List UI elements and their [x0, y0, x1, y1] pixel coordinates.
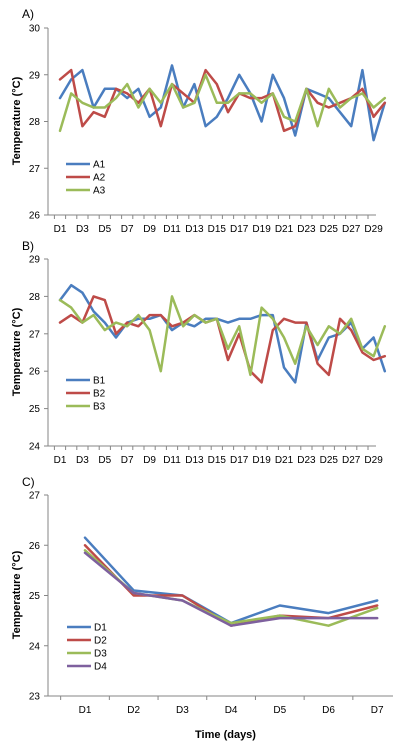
x-tick-label: D5 [98, 224, 111, 235]
x-axis-title: Time (days) [195, 729, 256, 741]
chart-panel-1: A) 26 27 28 29 30 D1 D3 D5 D7 D9 D11 D13 D15 D17 D19 D21… [11, 7, 387, 235]
x-tick-label: D17 [230, 455, 249, 466]
x-tick-label: D1 [79, 705, 92, 716]
y-tick-label: 26 [29, 367, 41, 378]
legend-label-B2: B2 [93, 389, 106, 400]
y-tick-label: 28 [29, 117, 41, 128]
x-tick-label: D29 [364, 224, 383, 235]
series-line-B3 [58, 295, 387, 377]
y-tick-label: 24 [29, 442, 41, 453]
y-tick-label: 29 [29, 255, 41, 266]
x-tick-label: D9 [143, 455, 156, 466]
panel-label: A) [22, 7, 34, 21]
chart-panel-2: B) 24 25 26 27 28 29 D1 D3 D5 D7 D9 D11 D13 D15 D17 D19 D… [11, 239, 387, 466]
x-tick-label: D27 [342, 224, 361, 235]
y-tick-label: 25 [29, 404, 41, 415]
legend-label-A1: A1 [93, 160, 106, 171]
y-tick-label: 27 [29, 164, 41, 175]
series-line-B1 [58, 283, 387, 384]
panel-label: C) [22, 475, 35, 489]
series-line-A1 [58, 64, 387, 142]
x-tick-label: D1 [54, 224, 67, 235]
y-tick-label: 26 [29, 541, 41, 552]
x-tick-label: D6 [322, 705, 335, 716]
series-line-A2 [58, 68, 387, 133]
x-tick-label: D3 [76, 224, 89, 235]
panel-label: B) [22, 239, 34, 253]
x-tick-label: D11 [163, 455, 181, 466]
x-tick-label: D15 [208, 224, 227, 235]
legend-label-D3: D3 [94, 649, 107, 660]
series-line-D4 [83, 551, 379, 627]
x-tick-label: D7 [121, 455, 134, 466]
x-tick-label: D19 [252, 224, 271, 235]
x-tick-label: D11 [163, 224, 181, 235]
x-tick-label: D5 [273, 705, 286, 716]
x-tick-label: D21 [275, 224, 294, 235]
x-tick-label: D29 [364, 455, 383, 466]
y-tick-label: 29 [29, 70, 41, 81]
legend-label-D2: D2 [94, 636, 107, 647]
x-tick-label: D7 [121, 224, 134, 235]
chart-panel-3: C) 23 24 25 26 27 D1 D2 D3 D4 D5 D6 D7 Temperature (°… [11, 475, 393, 741]
series-line-A3 [58, 73, 387, 133]
x-tick-label: D25 [320, 455, 339, 466]
legend-label-B3: B3 [93, 402, 106, 413]
y-tick-label: 24 [29, 641, 41, 652]
x-tick-label: D15 [208, 455, 227, 466]
legend-label-A2: A2 [93, 173, 106, 184]
series-line-B2 [58, 295, 387, 384]
x-tick-label: D23 [297, 455, 316, 466]
legend-label-B1: B1 [93, 376, 106, 387]
y-axis-title: Temperature (°C) [11, 76, 23, 165]
x-tick-label: D23 [297, 224, 316, 235]
legend-label-A3: A3 [93, 186, 106, 197]
x-tick-label: D27 [342, 455, 361, 466]
x-tick-label: D19 [252, 455, 271, 466]
x-tick-label: D3 [76, 455, 89, 466]
y-axis-title: Temperature (°C) [11, 550, 23, 639]
y-tick-label: 25 [29, 591, 41, 602]
x-tick-label: D5 [98, 455, 111, 466]
y-tick-label: 26 [29, 211, 41, 222]
x-tick-label: D25 [320, 224, 339, 235]
x-tick-label: D2 [127, 705, 140, 716]
y-tick-label: 30 [29, 24, 41, 35]
x-tick-label: D1 [54, 455, 67, 466]
y-tick-label: 23 [29, 692, 41, 703]
x-tick-label: D3 [176, 705, 189, 716]
x-tick-label: D7 [371, 705, 384, 716]
x-tick-label: D13 [185, 224, 204, 235]
x-tick-label: D21 [275, 455, 294, 466]
legend-label-D4: D4 [94, 662, 107, 673]
y-tick-label: 27 [29, 329, 41, 340]
y-tick-label: 27 [29, 491, 41, 502]
x-tick-label: D9 [143, 224, 156, 235]
series-line-D1 [83, 536, 379, 625]
legend-label-D1: D1 [94, 623, 107, 634]
y-tick-label: 28 [29, 292, 41, 303]
x-tick-label: D17 [230, 224, 249, 235]
x-tick-label: D4 [225, 705, 238, 716]
y-axis-title: Temperature (°C) [11, 307, 23, 396]
x-tick-label: D13 [185, 455, 204, 466]
